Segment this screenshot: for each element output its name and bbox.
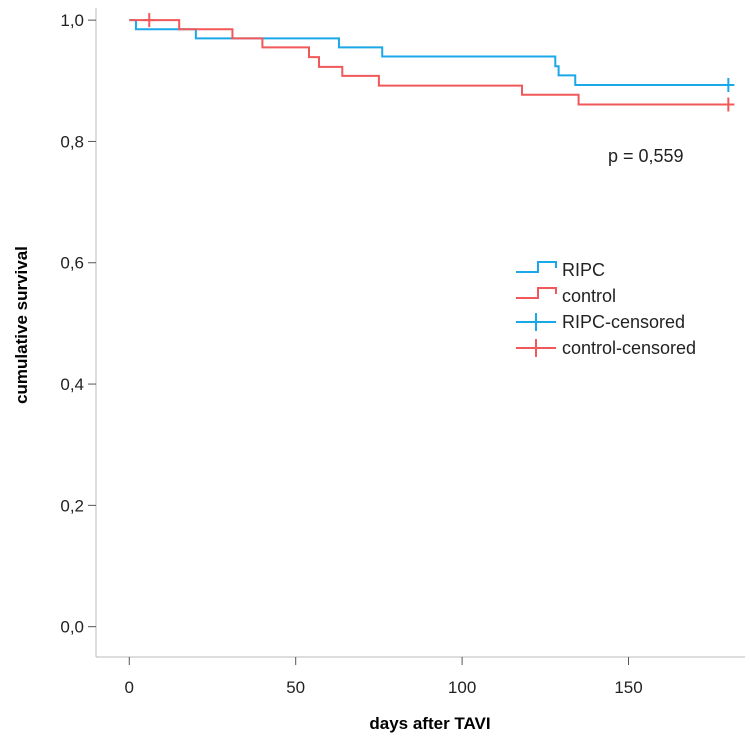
x-tick-label: 0 xyxy=(125,678,134,697)
survival-curve-ripc xyxy=(129,19,729,87)
legend-swatch-step xyxy=(516,287,557,299)
legend: RIPC control RIPC-censored control-censored xyxy=(516,260,696,358)
y-tick-label: 0,8 xyxy=(60,132,84,151)
legend-swatch-censored xyxy=(516,313,556,331)
censored-marker-control xyxy=(722,97,735,112)
y-tick-label: 0,4 xyxy=(60,375,84,394)
y-tick-label: 0,0 xyxy=(60,618,84,637)
x-ticks: 0 50 100 150 xyxy=(125,657,643,697)
legend-label: RIPC-censored xyxy=(562,312,685,332)
y-tick-label: 1,0 xyxy=(60,11,84,30)
y-tick-label: 0,6 xyxy=(60,254,84,273)
censored-marker-control xyxy=(143,13,156,28)
censored-marker-ripc xyxy=(722,78,735,93)
y-ticks: 0,0 0,2 0,4 0,6 0,8 1,0 xyxy=(60,11,96,637)
y-tick-label: 0,2 xyxy=(60,496,84,515)
x-tick-label: 100 xyxy=(448,678,476,697)
x-axis-title: days after TAVI xyxy=(369,714,490,733)
y-axis-title: cumulative survival xyxy=(12,246,31,404)
legend-swatch-censored xyxy=(516,339,556,357)
p-value-annotation: p = 0,559 xyxy=(608,146,684,166)
x-tick-label: 50 xyxy=(286,678,305,697)
legend-label: control xyxy=(562,286,616,306)
legend-label: control-censored xyxy=(562,338,696,358)
legend-swatch-step xyxy=(516,261,557,273)
series-layer xyxy=(129,13,735,112)
x-tick-label: 150 xyxy=(614,678,642,697)
axes xyxy=(95,8,745,658)
survival-curve-control xyxy=(129,19,729,106)
legend-label: RIPC xyxy=(562,260,605,280)
